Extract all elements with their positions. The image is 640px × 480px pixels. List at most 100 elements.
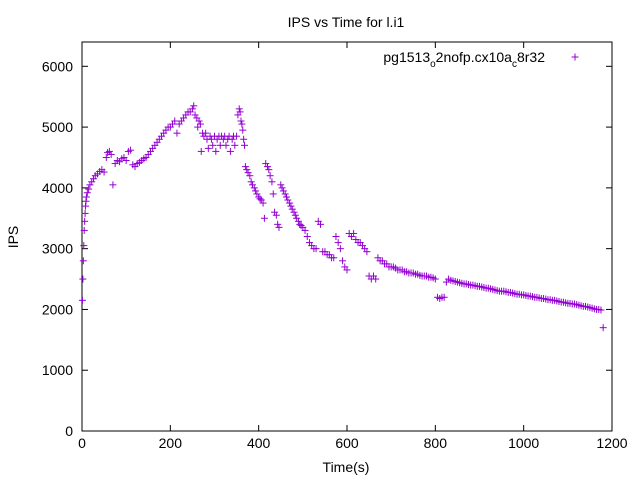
data-point (279, 187, 287, 195)
data-point (204, 144, 212, 152)
data-point (196, 120, 204, 128)
data-point (266, 172, 274, 180)
data-point (202, 129, 210, 137)
data-point (440, 293, 448, 301)
data-point (264, 163, 271, 171)
data-point (286, 199, 294, 207)
data-point (82, 193, 90, 201)
data-point (290, 208, 298, 216)
data-point (262, 160, 270, 168)
legend-subscript: o (430, 59, 436, 70)
data-point (226, 147, 234, 155)
data-point (200, 132, 208, 140)
data-point (265, 166, 273, 174)
data-point (127, 146, 135, 154)
data-point (105, 147, 113, 155)
y-tick-label: 1000 (42, 362, 73, 378)
y-axis: 0 1000 2000 3000 4000 5000 6000 (42, 58, 612, 439)
data-point (109, 181, 117, 189)
y-tick-label: 5000 (42, 119, 73, 135)
data-point (284, 196, 292, 204)
data-point (79, 275, 87, 283)
data-point (171, 117, 179, 125)
data-point (291, 211, 299, 219)
data-point (173, 129, 181, 137)
data-point (294, 217, 302, 225)
data-point (100, 168, 108, 176)
chart-title: IPS vs Time for l.i1 (288, 14, 405, 30)
data-point (250, 184, 258, 192)
data-point (312, 245, 320, 253)
y-axis-label: IPS (5, 226, 21, 249)
data-point (343, 266, 351, 274)
data-point (296, 220, 304, 228)
data-point (288, 205, 296, 213)
data-point (104, 149, 112, 157)
data-point (268, 178, 276, 186)
data-point (88, 178, 96, 186)
x-tick-label: 1000 (508, 435, 539, 451)
data-point (277, 181, 285, 189)
x-tick-label: 1200 (596, 435, 627, 451)
y-tick-label: 0 (65, 423, 73, 439)
data-point (222, 141, 230, 149)
data-point (317, 220, 324, 228)
data-point (246, 172, 254, 180)
data-point (80, 226, 88, 234)
legend-marker (571, 53, 579, 61)
data-point (236, 108, 244, 116)
data-point (188, 105, 196, 113)
data-point (259, 199, 267, 207)
data-point (372, 275, 380, 283)
data-point (241, 141, 249, 149)
data-point (122, 157, 130, 165)
y-tick-label: 6000 (42, 58, 73, 74)
data-point (86, 181, 94, 189)
legend-text: 2nofp.cx10a (436, 49, 512, 65)
x-tick-label: 0 (78, 435, 86, 451)
legend: pg1513o2nofp.cx10ac8r32 (383, 49, 579, 70)
data-point (271, 208, 279, 216)
data-point (244, 169, 252, 177)
data-point (282, 193, 290, 201)
data-point (260, 214, 268, 222)
data-point (293, 214, 301, 222)
data-point (195, 117, 203, 125)
data-point (228, 135, 236, 143)
data-point (599, 324, 607, 332)
data-point (240, 135, 248, 143)
data-point (297, 222, 305, 230)
data-point (243, 166, 251, 174)
data-point (303, 233, 311, 240)
data-point (80, 242, 88, 250)
data-point (431, 275, 439, 283)
legend-text: 8r32 (517, 49, 545, 65)
data-point (78, 296, 86, 304)
x-tick-label: 400 (247, 435, 271, 451)
data-points (78, 102, 607, 332)
data-point (281, 190, 289, 198)
data-point (330, 254, 338, 262)
data-point (190, 102, 198, 110)
data-point (79, 257, 87, 265)
y-tick-label: 4000 (42, 180, 73, 196)
data-point (233, 132, 241, 140)
data-point (274, 220, 282, 228)
data-point (253, 190, 261, 198)
legend-label: pg1513o2nofp.cx10ac8r32 (383, 49, 545, 70)
data-point (256, 195, 264, 203)
data-point (363, 248, 371, 256)
data-point (238, 120, 246, 128)
data-point (81, 209, 89, 217)
x-tick-label: 200 (159, 435, 183, 451)
data-point (89, 175, 97, 183)
x-tick-label: 800 (424, 435, 448, 451)
data-point (252, 187, 260, 195)
data-point (197, 147, 205, 155)
legend-text: pg1513 (383, 49, 430, 65)
data-point (235, 105, 243, 113)
data-point (336, 245, 344, 253)
data-point (102, 153, 110, 161)
data-point (257, 196, 265, 204)
